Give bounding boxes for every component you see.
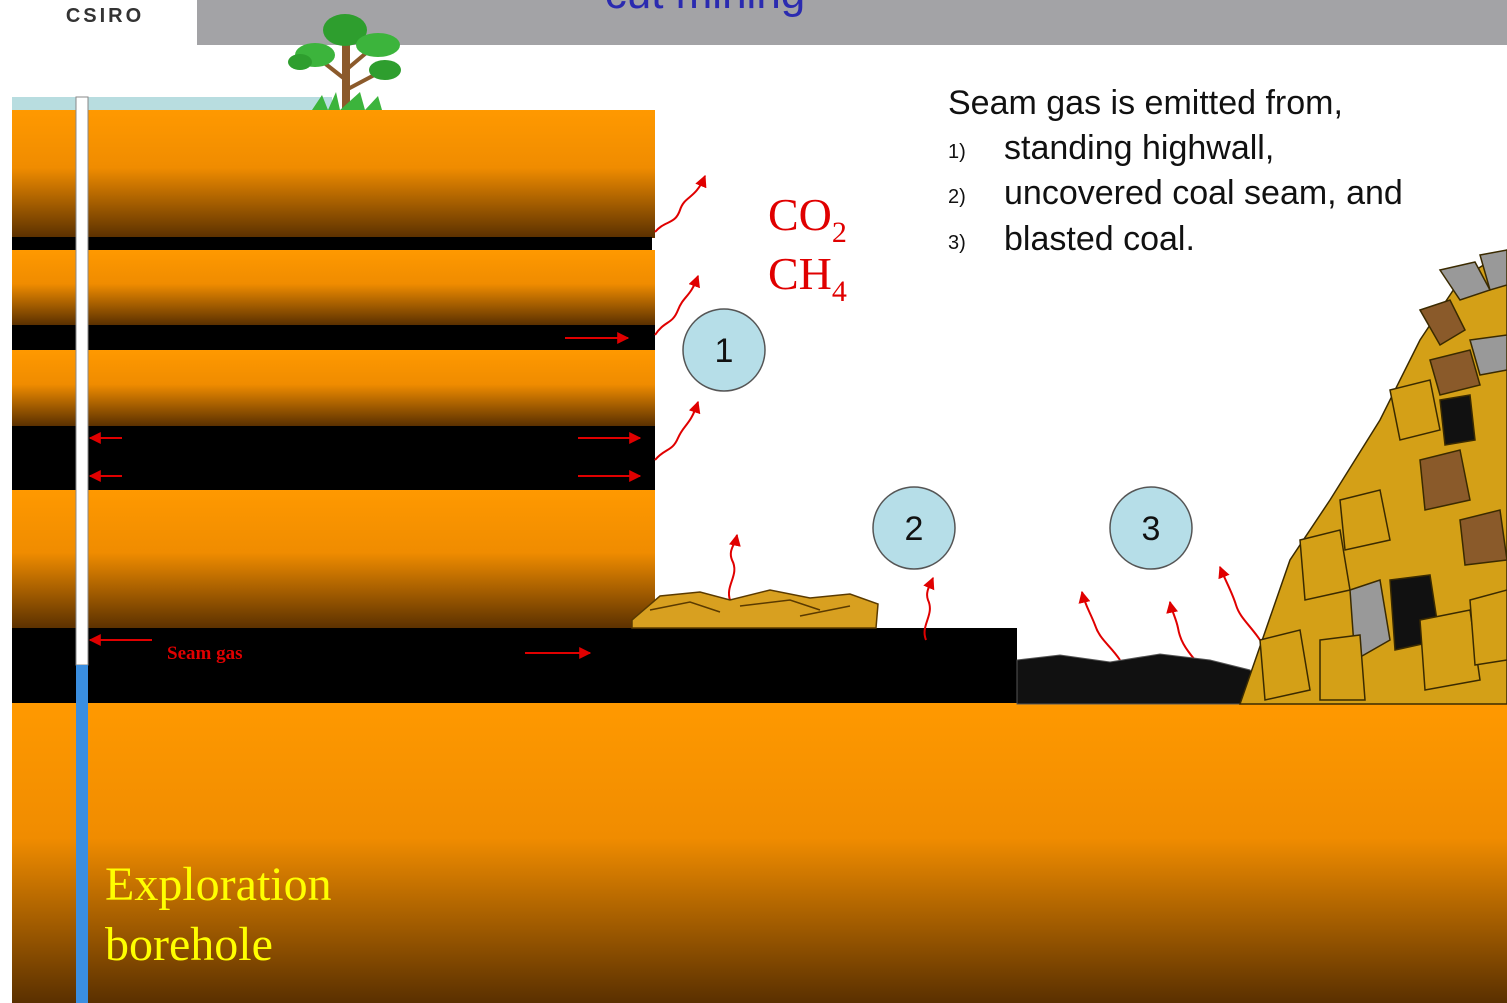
seam-label: Seam gas — [167, 643, 242, 664]
gas-formula: CO2 — [768, 189, 847, 249]
coal-seam — [12, 325, 655, 350]
coal-seam — [12, 237, 652, 250]
coal-seam — [12, 628, 1017, 704]
marker-2: 2 — [873, 487, 955, 569]
coal-seam — [12, 426, 655, 490]
borehole — [76, 97, 88, 665]
borehole-label: borehole — [105, 918, 273, 971]
overburden — [12, 490, 655, 629]
notes-intro: Seam gas is emitted from, — [948, 84, 1343, 122]
page: {"header": {"logo": "CSIRO", "title": "c… — [0, 0, 1507, 1003]
formula-subscript: 2 — [832, 216, 847, 249]
formula-base: CH — [768, 248, 832, 299]
item-number: 2) — [948, 186, 966, 208]
blasted-coal — [1017, 654, 1280, 704]
formula-subscript: 4 — [832, 275, 847, 308]
marker-label: 1 — [715, 332, 734, 370]
borehole-water — [76, 665, 88, 1003]
item-number: 1) — [948, 141, 966, 163]
slide-title: cut mining — [605, 0, 806, 18]
coal-rubble — [632, 590, 878, 628]
item-number: 3) — [948, 232, 966, 254]
borehole-label: Exploration — [105, 858, 332, 911]
spoil-pile — [1240, 250, 1507, 704]
logo: CSIRO — [66, 5, 144, 27]
surface — [12, 97, 332, 110]
item-text: blasted coal. — [1004, 220, 1195, 258]
formula-base: CO — [768, 189, 832, 240]
item-text: uncovered coal seam, and — [1004, 174, 1403, 212]
diagram: CSIRO cut mining — [0, 0, 1507, 1003]
marker-label: 3 — [1142, 510, 1161, 548]
marker-label: 2 — [905, 510, 924, 548]
overburden — [12, 110, 655, 238]
marker-3: 3 — [1110, 487, 1192, 569]
item-text: standing highwall, — [1004, 129, 1274, 167]
marker-1: 1 — [683, 309, 765, 391]
gas-formula: CH4 — [768, 248, 847, 308]
overburden — [12, 350, 655, 426]
overburden — [12, 250, 655, 325]
